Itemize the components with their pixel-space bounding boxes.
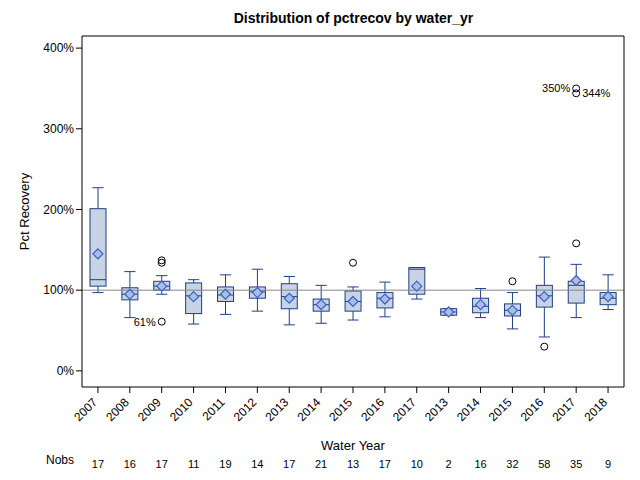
svg-text:200%: 200% — [43, 203, 74, 217]
svg-text:21: 21 — [315, 458, 327, 470]
svg-text:2008: 2008 — [103, 395, 132, 424]
svg-text:100%: 100% — [43, 283, 74, 297]
svg-text:344%: 344% — [582, 87, 610, 99]
svg-text:16: 16 — [124, 458, 136, 470]
svg-text:Water Year: Water Year — [321, 438, 386, 453]
svg-text:17: 17 — [283, 458, 295, 470]
svg-text:2014: 2014 — [294, 395, 323, 424]
svg-text:17: 17 — [156, 458, 168, 470]
svg-text:2013: 2013 — [422, 395, 451, 424]
svg-text:2015: 2015 — [486, 395, 515, 424]
svg-text:2010: 2010 — [167, 395, 196, 424]
svg-text:2015: 2015 — [326, 395, 355, 424]
svg-text:2007: 2007 — [71, 395, 100, 424]
svg-text:16: 16 — [474, 458, 486, 470]
svg-text:9: 9 — [605, 458, 611, 470]
svg-text:61%: 61% — [134, 316, 156, 328]
svg-text:2017: 2017 — [390, 395, 419, 424]
svg-text:17: 17 — [379, 458, 391, 470]
svg-text:2016: 2016 — [518, 395, 547, 424]
svg-text:300%: 300% — [43, 122, 74, 136]
svg-text:19: 19 — [219, 458, 231, 470]
svg-text:35: 35 — [570, 458, 582, 470]
svg-text:2012: 2012 — [231, 395, 260, 424]
svg-text:2009: 2009 — [135, 395, 164, 424]
svg-text:2011: 2011 — [199, 395, 227, 423]
svg-text:2013: 2013 — [263, 395, 292, 424]
svg-text:11: 11 — [188, 458, 199, 470]
svg-text:Nobs: Nobs — [46, 453, 74, 467]
svg-text:2018: 2018 — [581, 395, 610, 424]
svg-text:17: 17 — [92, 458, 104, 470]
svg-text:14: 14 — [251, 458, 263, 470]
svg-text:400%: 400% — [43, 41, 74, 55]
svg-text:350%: 350% — [542, 82, 570, 94]
svg-text:10: 10 — [411, 458, 423, 470]
svg-text:2017: 2017 — [550, 395, 579, 424]
svg-text:58: 58 — [538, 458, 550, 470]
html-text:Distribution of pctrecov by wa: Distribution of pctrecov by water_yr — [233, 10, 474, 26]
svg-text:32: 32 — [506, 458, 518, 470]
svg-text:2: 2 — [446, 458, 452, 470]
svg-text:2016: 2016 — [358, 395, 387, 424]
svg-text:2014: 2014 — [454, 395, 483, 424]
svg-text:13: 13 — [347, 458, 359, 470]
svg-text:0%: 0% — [57, 364, 75, 378]
svg-text:Pct Recovery: Pct Recovery — [17, 172, 32, 250]
